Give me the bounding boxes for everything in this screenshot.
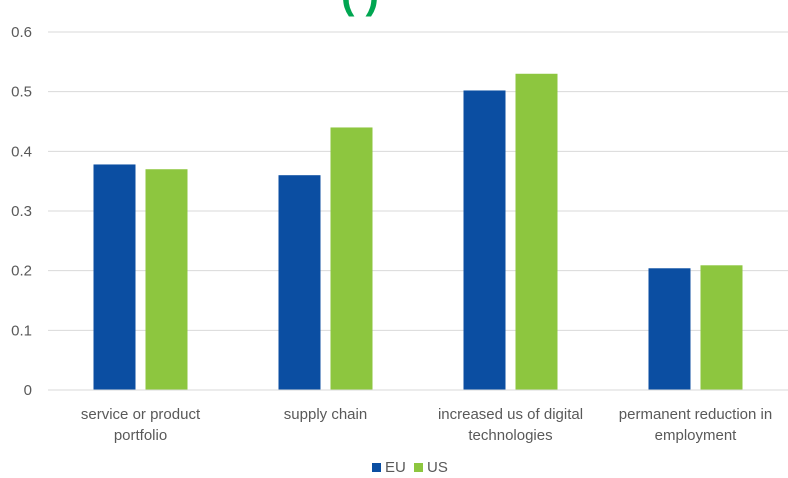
legend-label-eu: EU bbox=[385, 459, 406, 476]
y-tick-label: 0.6 bbox=[11, 24, 32, 41]
bar-eu-0 bbox=[93, 164, 136, 390]
y-tick-label: 0.5 bbox=[11, 84, 32, 101]
x-category-label-line: portfolio bbox=[114, 427, 167, 444]
x-category-label-line: technologies bbox=[468, 427, 552, 444]
y-tick-label: 0.2 bbox=[11, 263, 32, 280]
bar-us-3 bbox=[700, 265, 743, 390]
bar-eu-3 bbox=[648, 268, 691, 390]
y-axis: 0 0.1 0.2 0.3 0.4 0.5 0.6 bbox=[11, 24, 32, 399]
bar-eu-1 bbox=[278, 175, 321, 390]
bar-us-1 bbox=[330, 127, 373, 390]
legend-swatch-us bbox=[414, 463, 423, 472]
y-tick-label: 0.4 bbox=[11, 143, 32, 160]
legend: EU US bbox=[372, 459, 448, 476]
x-axis: service or product portfolio supply chain i… bbox=[48, 389, 788, 444]
chart-title-fragment: ( ) bbox=[341, 0, 379, 17]
bars bbox=[93, 73, 743, 391]
x-category-label-line: permanent reduction in bbox=[619, 406, 772, 423]
x-category-label: service or product portfolio bbox=[81, 406, 201, 444]
x-category-label-line: service or product bbox=[81, 406, 201, 423]
x-category-label-line: supply chain bbox=[284, 406, 367, 423]
bar-eu-2 bbox=[463, 90, 506, 391]
legend-swatch-eu bbox=[372, 463, 381, 472]
y-tick-label: 0.3 bbox=[11, 203, 32, 220]
legend-label-us: US bbox=[427, 459, 448, 476]
x-category-label-line: increased us of digital bbox=[438, 406, 583, 423]
x-category-label: supply chain bbox=[284, 406, 367, 423]
bar-us-0 bbox=[145, 169, 188, 390]
x-category-label: permanent reduction in employment bbox=[619, 406, 772, 444]
x-category-label: increased us of digital technologies bbox=[438, 406, 583, 444]
y-tick-label: 0.1 bbox=[11, 322, 32, 339]
x-category-label-line: employment bbox=[655, 427, 738, 444]
bar-us-2 bbox=[515, 73, 558, 391]
y-tick-label: 0 bbox=[24, 382, 32, 399]
